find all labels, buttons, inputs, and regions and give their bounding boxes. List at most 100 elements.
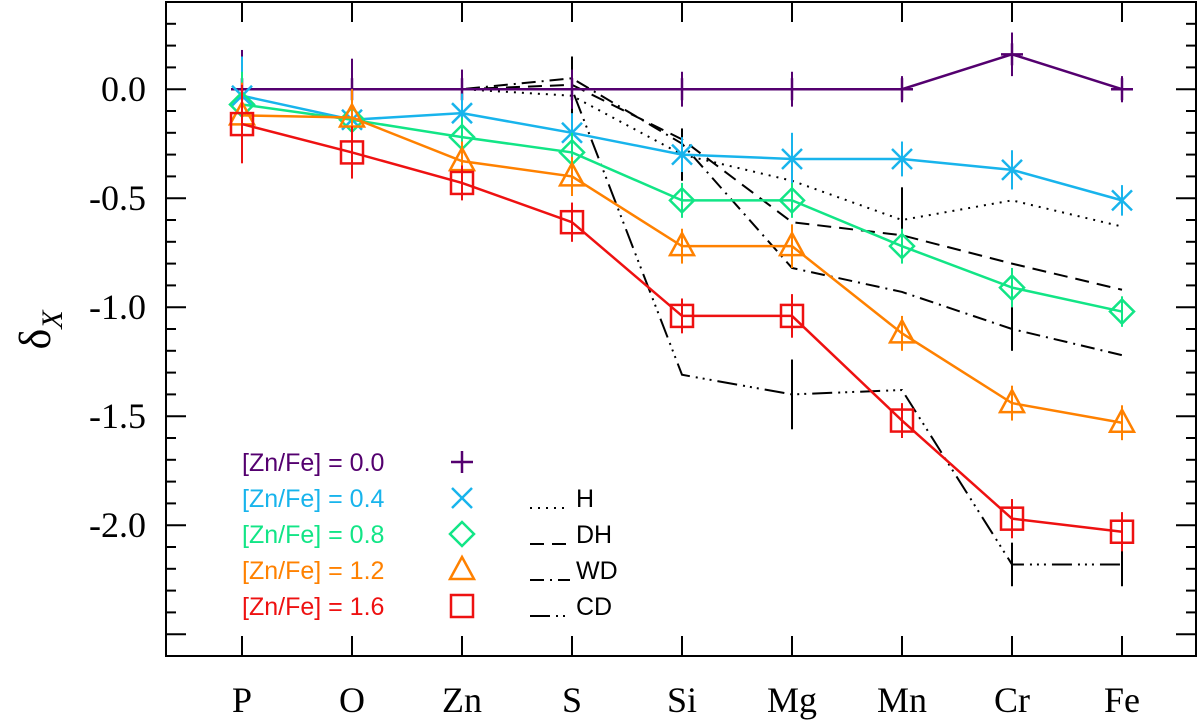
marker-diamond	[448, 520, 476, 548]
x-tick-label-s: S	[562, 680, 582, 720]
marker-triangle	[777, 230, 807, 257]
marker-square	[889, 408, 915, 433]
x-tick-label-p: P	[232, 680, 252, 720]
marker-triangle	[887, 317, 917, 344]
data-point	[1107, 407, 1137, 433]
data-point	[998, 273, 1026, 302]
x-tick-label-fe: Fe	[1104, 680, 1140, 720]
data-point	[561, 78, 583, 101]
y-tick-label: 0.0	[101, 69, 146, 109]
data-point	[668, 186, 696, 215]
legend-entry-label: [Zn/Fe] = 0.0	[242, 449, 384, 477]
x-tick-label-zn: Zn	[442, 680, 482, 720]
marker-diamond	[998, 273, 1026, 302]
x-tick-label-cr: Cr	[994, 680, 1030, 720]
legend-entry-marker	[451, 487, 473, 509]
data-point	[339, 140, 365, 165]
marker-diamond	[1108, 297, 1136, 326]
y-tick-label: -2.0	[89, 505, 146, 545]
data-point	[667, 230, 697, 257]
data-point	[781, 78, 803, 101]
data-point	[891, 78, 913, 101]
legend-entry-label: [Zn/Fe] = 0.4	[242, 485, 385, 513]
y-axis-subscript: X	[36, 309, 69, 330]
marker-diamond	[668, 186, 696, 215]
axes: 0.0 -0.5 -1.0 -1.5 -2.0 P O Zn S Si Mg Mn Cr Fe δX	[11, 1, 1196, 720]
x-tick-label-mn: Mn	[877, 680, 927, 720]
marker-x-b	[1111, 189, 1133, 212]
series-0	[231, 32, 1133, 129]
data-point	[1111, 78, 1133, 101]
data-point	[779, 303, 805, 329]
x-tick-label-o: O	[339, 680, 365, 720]
series-3	[227, 82, 1137, 441]
legend-entry-marker	[451, 451, 473, 473]
y-tick-label: -1.0	[89, 287, 146, 327]
marker-x-b	[451, 102, 473, 125]
data-point	[1109, 519, 1135, 544]
legend-entry-marker	[447, 554, 477, 581]
marker-square	[449, 593, 475, 619]
data-point	[997, 387, 1027, 414]
marker-triangle	[667, 230, 697, 257]
marker-x-b	[891, 148, 913, 170]
legend-ref-label: DH	[576, 521, 612, 549]
series-4	[229, 84, 1135, 552]
data-point	[889, 408, 915, 433]
data-point	[559, 209, 585, 235]
marker-square	[669, 303, 695, 329]
marker-square	[779, 303, 805, 329]
legend-entry-marker	[449, 593, 475, 619]
marker-diamond	[778, 186, 806, 215]
marker-square	[449, 170, 475, 196]
series-2	[228, 71, 1136, 327]
data-point	[669, 303, 695, 329]
legend-ref-label: CD	[576, 593, 612, 621]
data-point	[777, 230, 807, 257]
marker-diamond	[888, 232, 916, 260]
legend-entry-label: [Zn/Fe] = 0.8	[242, 521, 384, 549]
legend-entry-label: [Zn/Fe] = 1.6	[242, 593, 384, 621]
data-point	[449, 170, 475, 196]
x-tick-label-si: Si	[667, 680, 697, 720]
marker-x-b	[671, 143, 693, 166]
y-axis-symbol: δ	[11, 329, 60, 350]
data-point	[1001, 43, 1023, 66]
y-tick-label: -0.5	[89, 178, 146, 218]
legend: [Zn/Fe] = 0.0 [Zn/Fe] = 0.4 [Zn/Fe] = 0.8 […	[242, 449, 618, 621]
data-point	[1111, 189, 1133, 212]
marker-square	[1109, 519, 1135, 544]
marker-square	[999, 506, 1025, 531]
marker-triangle	[557, 160, 587, 187]
data-point	[891, 148, 913, 170]
data-point	[1001, 158, 1023, 181]
marker-square	[339, 140, 365, 165]
data-point	[1108, 297, 1136, 326]
data-point	[557, 160, 587, 187]
data-series	[227, 32, 1137, 552]
data-point	[887, 317, 917, 344]
data-point	[671, 143, 693, 166]
marker-square	[559, 209, 585, 235]
legend-entry-label: [Zn/Fe] = 1.2	[242, 557, 384, 585]
marker-x-b	[1001, 158, 1023, 181]
legend-ref-label: H	[576, 485, 594, 513]
legend-ref-label: WD	[576, 557, 618, 585]
marker-square	[229, 111, 255, 137]
data-point	[778, 186, 806, 215]
x-tick-label-mg: Mg	[767, 680, 817, 720]
data-point	[671, 78, 693, 101]
data-point	[781, 148, 803, 170]
marker-x-b	[781, 148, 803, 170]
marker-triangle	[997, 387, 1027, 414]
legend-entry-marker	[448, 520, 476, 548]
marker-x-b	[451, 487, 473, 509]
marker-triangle	[447, 554, 477, 581]
data-point	[999, 506, 1025, 531]
data-point	[229, 111, 255, 137]
y-axis-title: δX	[11, 309, 69, 350]
y-tick-label: -1.5	[89, 396, 146, 436]
data-point	[451, 102, 473, 125]
marker-triangle	[1107, 407, 1137, 433]
